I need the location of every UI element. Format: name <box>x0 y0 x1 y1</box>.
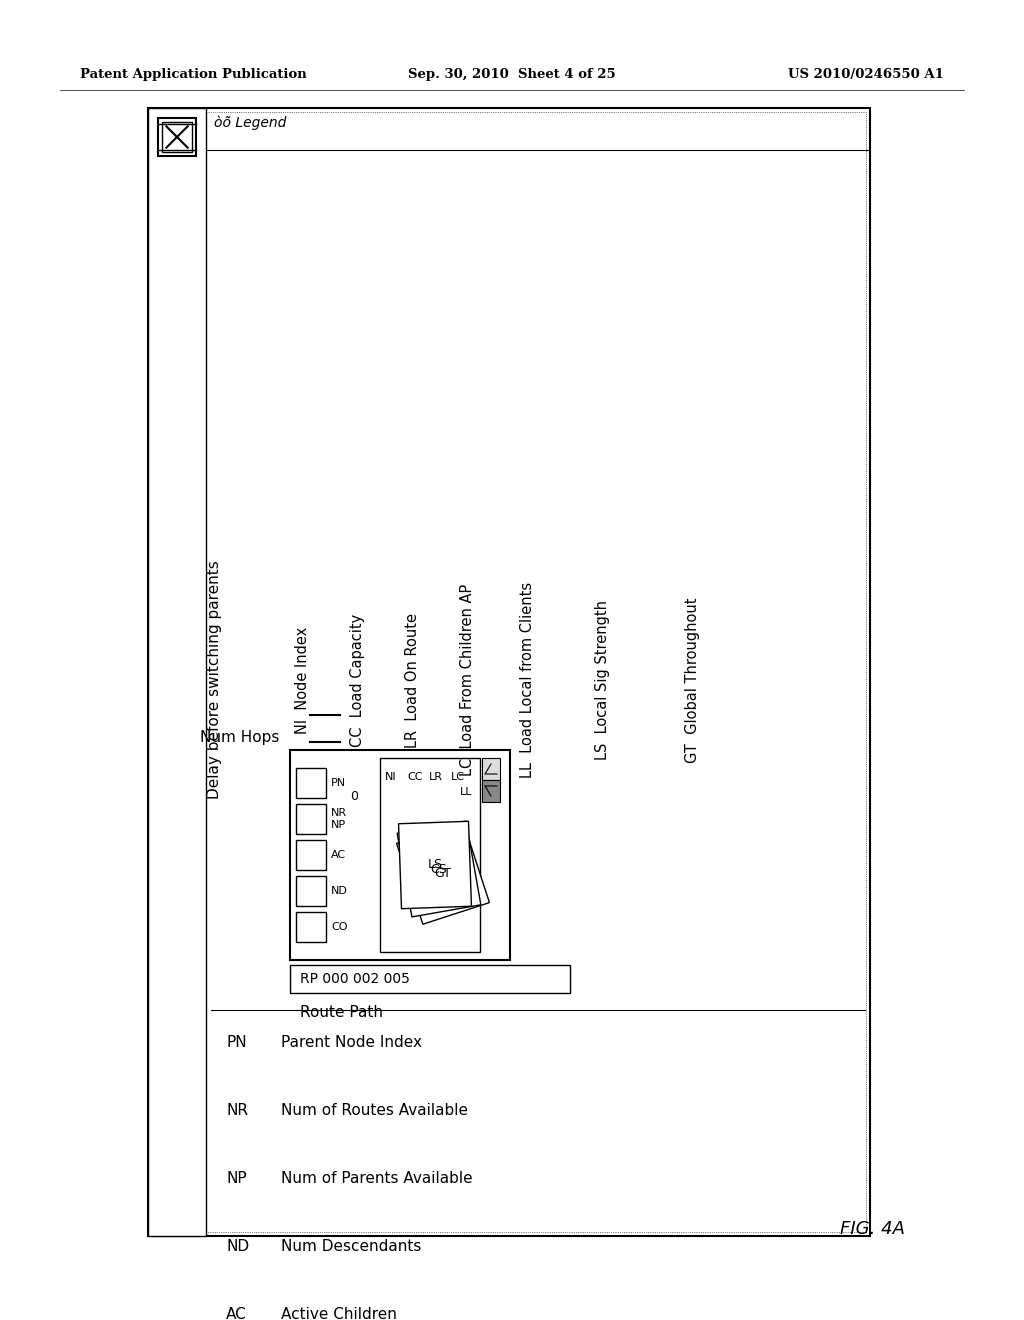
Text: Patent Application Publication: Patent Application Publication <box>80 69 307 81</box>
Bar <box>397 821 481 917</box>
Bar <box>158 117 196 156</box>
Bar <box>398 821 471 908</box>
Bar <box>162 121 193 152</box>
Text: òõ Legend: òõ Legend <box>214 116 287 131</box>
Bar <box>296 768 326 799</box>
Text: Route Path: Route Path <box>300 1005 383 1020</box>
Text: ND: ND <box>331 886 348 896</box>
Text: NP: NP <box>226 1171 247 1185</box>
Text: Num of Parents Available: Num of Parents Available <box>281 1171 473 1185</box>
Bar <box>396 822 489 924</box>
Text: LS  Local Sig Strength: LS Local Sig Strength <box>595 601 610 760</box>
Text: PN: PN <box>226 1035 247 1049</box>
Text: AC: AC <box>226 1307 247 1320</box>
Bar <box>482 780 500 803</box>
Bar <box>296 912 326 942</box>
Text: CC: CC <box>407 772 423 781</box>
Text: Num Descendants: Num Descendants <box>281 1239 421 1254</box>
Bar <box>290 750 510 960</box>
Text: LR  Load On Route: LR Load On Route <box>406 612 420 747</box>
Bar <box>482 758 500 780</box>
Text: ND: ND <box>226 1239 249 1254</box>
Text: Active Children: Active Children <box>281 1307 397 1320</box>
Bar <box>296 876 326 906</box>
Text: NR: NR <box>226 1104 248 1118</box>
Text: RP 000 002 005: RP 000 002 005 <box>300 972 410 986</box>
Text: AC: AC <box>331 850 346 861</box>
Text: GT: GT <box>434 866 452 879</box>
Text: NI: NI <box>385 772 396 781</box>
Text: LC  Load From Children AP: LC Load From Children AP <box>460 583 475 776</box>
Text: LL: LL <box>460 787 472 797</box>
Text: 0: 0 <box>350 789 358 803</box>
Text: LR: LR <box>429 772 443 781</box>
Text: NI  Node Index: NI Node Index <box>295 627 310 734</box>
Text: NR
NP: NR NP <box>331 808 347 830</box>
Text: GT  Global Throughout: GT Global Throughout <box>685 597 700 763</box>
Bar <box>290 965 570 993</box>
Text: Delay before switching parents: Delay before switching parents <box>207 561 222 800</box>
Text: Num Hops: Num Hops <box>200 730 280 744</box>
Bar <box>148 108 206 1236</box>
Text: LC: LC <box>451 772 465 781</box>
Text: FIG. 4A: FIG. 4A <box>840 1220 905 1238</box>
Bar <box>380 758 480 952</box>
Bar <box>152 112 866 1232</box>
Text: Sep. 30, 2010  Sheet 4 of 25: Sep. 30, 2010 Sheet 4 of 25 <box>409 69 615 81</box>
Text: PN: PN <box>331 777 346 788</box>
Bar <box>296 804 326 834</box>
Text: CO: CO <box>331 921 347 932</box>
Bar <box>296 840 326 870</box>
Text: Parent Node Index: Parent Node Index <box>281 1035 422 1049</box>
Bar <box>148 108 870 1236</box>
Text: US 2010/0246550 A1: US 2010/0246550 A1 <box>788 69 944 81</box>
Text: LL  Load Local from Clients: LL Load Local from Clients <box>520 582 535 777</box>
Text: LS: LS <box>427 858 442 871</box>
Text: CS: CS <box>431 862 447 875</box>
Text: Num of Routes Available: Num of Routes Available <box>281 1104 468 1118</box>
Text: CC  Load Capacity: CC Load Capacity <box>350 614 365 747</box>
